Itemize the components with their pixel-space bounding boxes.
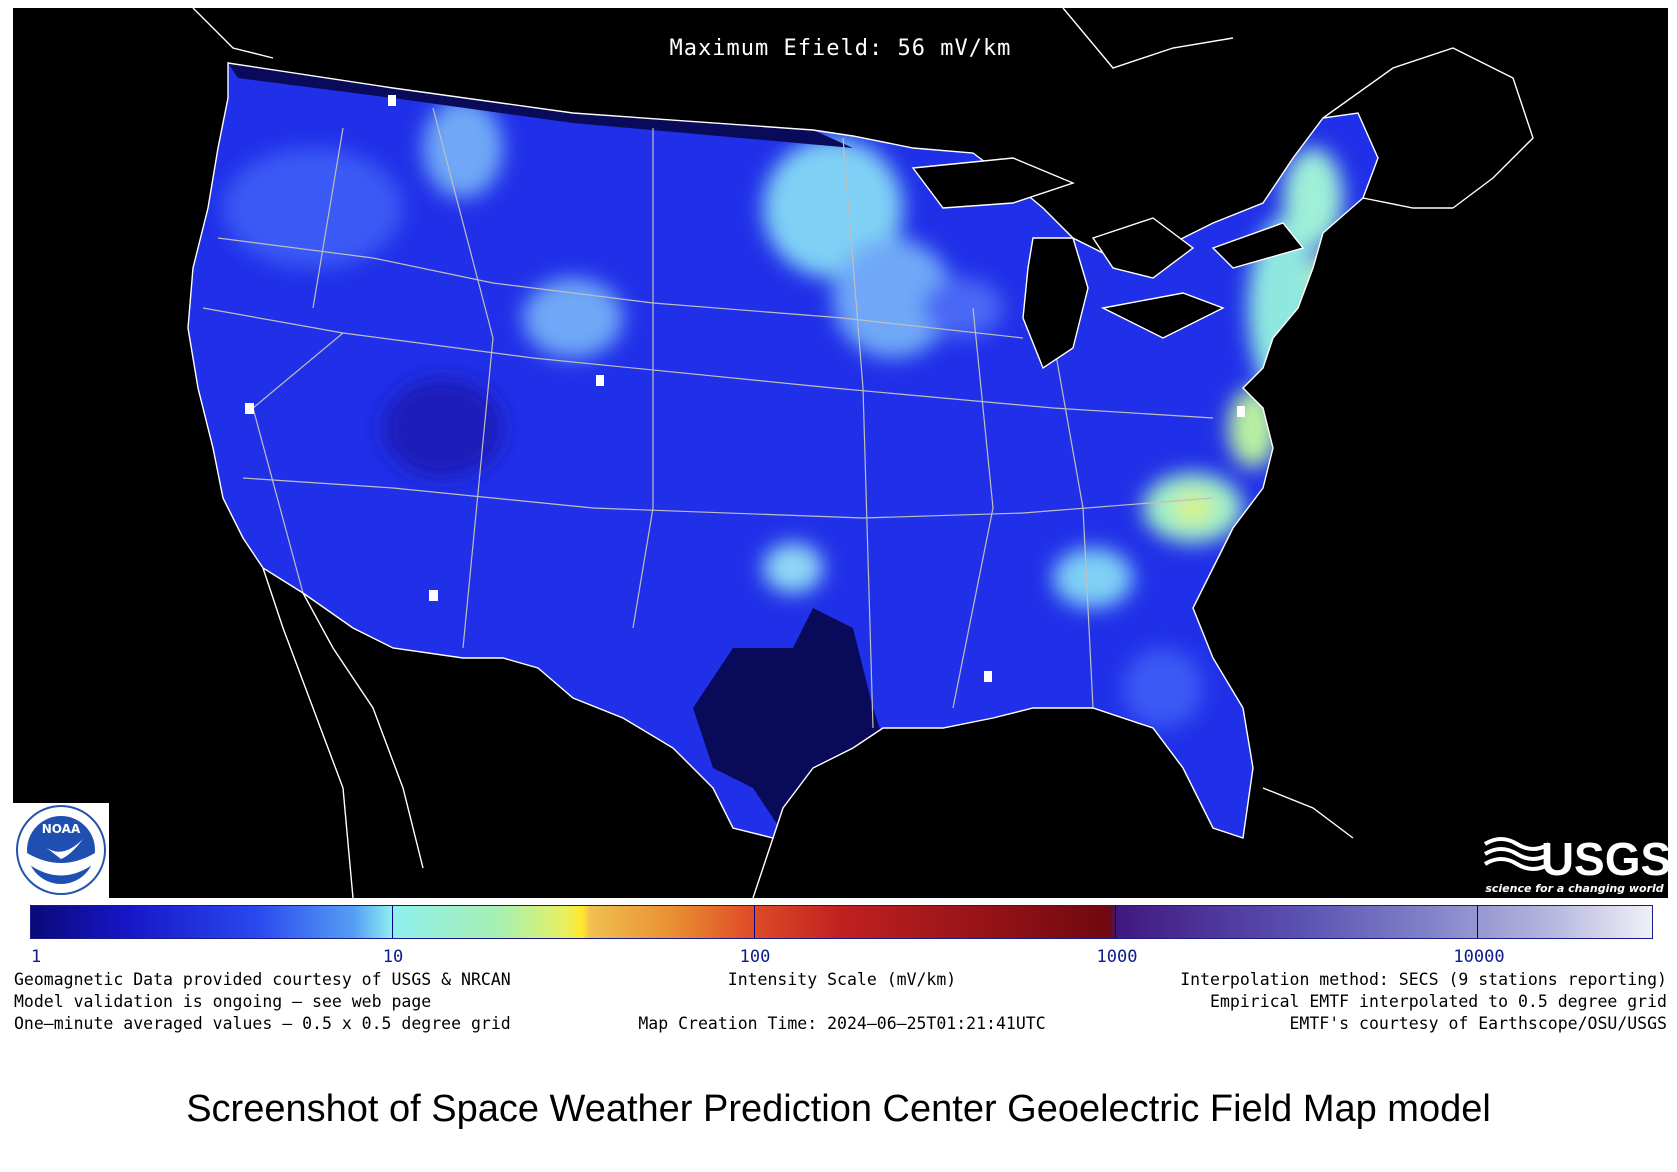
colorbar-divider (392, 906, 394, 938)
footer-validation-note: Model validation is ongoing – see web pa… (14, 992, 432, 1011)
intensity-colorbar (30, 905, 1653, 939)
colorbar-tick-label: 1 (31, 947, 42, 967)
state-borders (202, 107, 1214, 729)
noaa-emblem-icon: NOAA (16, 805, 106, 895)
footer-averaging-note: One–minute averaged values – 0.5 x 0.5 d… (14, 1014, 511, 1033)
usgs-logo-text: USGS (1541, 833, 1668, 882)
noaa-logo: NOAA (13, 803, 109, 898)
colorbar-tick-label: 100 (739, 947, 771, 967)
intensity-field (188, 63, 1378, 838)
usgs-wave-icon: USGS (1483, 833, 1668, 885)
footer-emtf-note: Empirical EMTF interpolated to 0.5 degre… (1210, 992, 1667, 1011)
coastlines (187, 8, 1534, 898)
colorbar-divider (1115, 906, 1117, 938)
colorbar-tick-label: 10 (382, 947, 404, 967)
footer-interpolation-method: Interpolation method: SECS (9 stations r… (1180, 970, 1667, 989)
colorbar-tick-label: 10000 (1453, 947, 1505, 967)
colorbar-scale-label: Intensity Scale (mV/km) (727, 970, 957, 989)
map-title: Maximum Efield: 56 mV/km (669, 36, 1012, 61)
usgs-tagline: science for a changing world (1481, 882, 1668, 895)
map-canvas (187, 8, 1534, 898)
colorbar-divider (1476, 906, 1478, 938)
station-markers (245, 95, 1245, 682)
footer-emtf-credit: EMTF's courtesy of Earthscope/OSU/USGS (1289, 1014, 1668, 1033)
noaa-logo-text: NOAA (42, 822, 81, 836)
colorbar-tick-label: 1000 (1096, 947, 1138, 967)
figure-caption: Screenshot of Space Weather Prediction C… (186, 1088, 1491, 1130)
footer-data-source: Geomagnetic Data provided courtesy of US… (14, 970, 511, 989)
map-creation-time: Map Creation Time: 2024–06–25T01:21:41UT… (638, 1014, 1046, 1033)
geoelectric-field-map: Maximum Efield: 56 mV/km NOAA USGS scien… (13, 8, 1668, 898)
colorbar-divider (753, 906, 755, 938)
